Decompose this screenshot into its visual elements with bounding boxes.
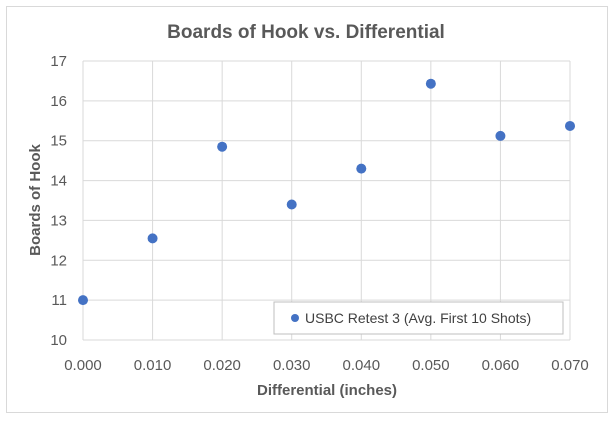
y-axis-title: Boards of Hook xyxy=(27,144,44,256)
legend-marker xyxy=(291,314,299,322)
x-tick-label: 0.020 xyxy=(203,357,241,374)
x-axis-title: Differential (inches) xyxy=(257,382,397,399)
data-point xyxy=(356,163,367,174)
y-tick-label: 16 xyxy=(50,93,67,110)
x-axis-ticks: 0.000 0.010 0.020 0.030 0.040 0.050 0.060 0.070 xyxy=(64,357,589,374)
x-tick-label: 0.060 xyxy=(482,357,520,374)
data-point xyxy=(286,199,297,210)
data-point xyxy=(147,233,158,244)
gridlines xyxy=(82,60,571,341)
chart-frame xyxy=(6,6,608,413)
data-point xyxy=(217,141,228,152)
data-point xyxy=(565,120,575,131)
y-tick-label: 13 xyxy=(50,212,67,229)
x-tick-label: 0.010 xyxy=(134,357,172,374)
legend: USBC Retest 3 (Avg. First 10 Shots) xyxy=(273,301,564,335)
y-tick-label: 17 xyxy=(50,53,67,70)
y-tick-label: 14 xyxy=(50,173,67,190)
y-tick-label: 10 xyxy=(50,332,67,349)
chart-title: Boards of Hook vs. Differential xyxy=(167,22,445,43)
x-tick-label: 0.030 xyxy=(273,357,311,374)
y-tick-label: 12 xyxy=(50,252,67,269)
x-tick-label: 0.040 xyxy=(343,357,381,374)
y-tick-label: 15 xyxy=(50,133,67,150)
data-point xyxy=(495,130,506,141)
legend-box xyxy=(273,301,564,335)
y-axis-ticks: 10 11 12 13 14 15 16 17 xyxy=(50,53,67,349)
x-tick-label: 0.070 xyxy=(551,357,589,374)
data-point xyxy=(425,78,436,89)
x-tick-label: 0.000 xyxy=(64,357,102,374)
legend-label: USBC Retest 3 (Avg. First 10 Shots) xyxy=(305,310,531,326)
x-tick-label: 0.050 xyxy=(412,357,450,374)
y-tick-label: 11 xyxy=(51,292,67,309)
data-point xyxy=(78,295,88,306)
data-points xyxy=(78,78,575,306)
